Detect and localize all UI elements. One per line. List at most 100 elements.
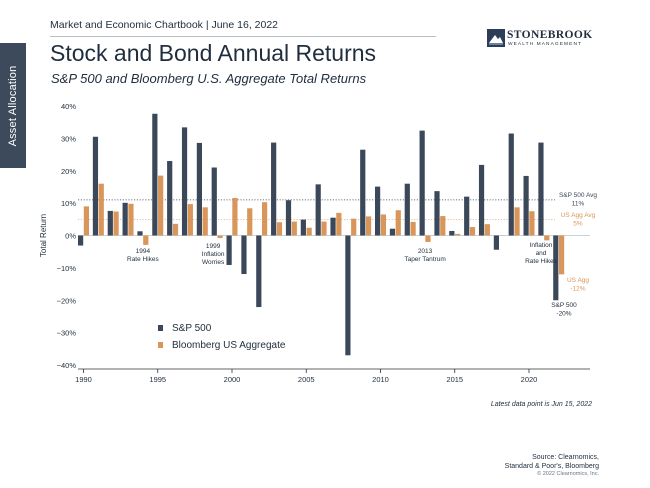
agg-bar — [232, 197, 238, 236]
header-divider — [50, 36, 436, 37]
page-title: Stock and Bond Annual Returns — [50, 40, 377, 66]
y-tick-label: −40% — [57, 361, 77, 370]
sp500-bar — [404, 183, 410, 236]
y-tick-label: 40% — [61, 102, 76, 111]
sp500-bar — [92, 136, 99, 236]
agg-bar — [158, 175, 164, 236]
agg-bar — [113, 211, 119, 236]
sp500-bar — [271, 142, 277, 236]
agg-bar — [469, 227, 476, 236]
average-label-line: 5% — [573, 221, 583, 228]
page-subtitle: S&P 500 and Bloomberg U.S. Aggregate Tot… — [51, 71, 367, 86]
agg-bar — [484, 224, 490, 236]
y-tick-label: −20% — [57, 296, 77, 305]
agg-bar — [143, 235, 149, 245]
x-tick-label: 2000 — [224, 375, 241, 384]
sp500-bar — [196, 142, 202, 236]
source-line: Source: Clearnomics, — [532, 454, 599, 461]
section-tab: Asset Allocation — [0, 43, 26, 168]
y-tick-label: 0% — [65, 232, 76, 241]
y-tick-label: 10% — [61, 199, 76, 208]
agg-bar — [321, 221, 327, 236]
agg-bar — [262, 202, 268, 236]
sp500-bar — [449, 230, 455, 236]
agg-bar — [172, 223, 179, 236]
sp500-bar — [345, 235, 351, 356]
agg-bar — [276, 222, 283, 236]
event-annotation: Inflation and Rate Hikes — [525, 242, 558, 265]
average-label-line: US Agg Avg — [561, 212, 596, 219]
sp500-bar — [508, 133, 514, 236]
event-annotation-line: 1994 — [136, 248, 151, 255]
end-value-label: US Agg -12% — [567, 277, 589, 293]
y-tick-label: 30% — [61, 134, 76, 143]
agg-bar — [217, 235, 223, 239]
sp500-bar — [523, 175, 529, 236]
source-note: Source: Clearnomics, Standard & Poor's, … — [470, 453, 599, 471]
average-label-line: S&P 500 Avg — [559, 192, 597, 199]
sp500-bar — [538, 142, 544, 236]
average-label: US Agg Avg 5% — [561, 212, 596, 228]
event-annotation: 1999 Inflation Worries — [202, 243, 225, 266]
event-annotation-line: Inflation — [202, 251, 225, 258]
copyright-note: © 2022 Clearnomics, Inc. — [537, 471, 599, 477]
stonebrook-logo-icon — [487, 29, 505, 47]
agg-bar — [247, 208, 253, 236]
sp500-bar — [78, 235, 84, 246]
agg-bar — [559, 235, 565, 275]
agg-bar — [529, 211, 535, 236]
latest-data-note: Latest data point is Jun 15, 2022 — [490, 401, 592, 408]
average-label-line: 11% — [572, 201, 585, 208]
x-tick-label: 2015 — [446, 375, 463, 384]
y-tick-label: 20% — [61, 167, 76, 176]
legend-label: Bloomberg US Aggregate — [172, 340, 286, 351]
event-annotation-line: Inflation — [530, 242, 553, 249]
agg-bar — [98, 183, 104, 236]
sp500-bar — [181, 127, 188, 236]
logo-tagline: WEALTH MANAGEMENT — [508, 42, 583, 47]
agg-bar — [306, 227, 312, 236]
x-tick-label: 2010 — [372, 375, 389, 384]
y-tick-label: −10% — [57, 264, 77, 273]
agg-bar — [380, 214, 386, 236]
sp500-bar — [300, 219, 306, 236]
event-annotation-line: Taper Tantrum — [404, 256, 445, 263]
sp500-bar — [478, 164, 485, 236]
sp500-bar — [137, 231, 143, 236]
agg-bar — [440, 216, 446, 236]
chartbook-header: Market and Economic Chartbook | June 16,… — [50, 19, 279, 31]
sp500-bar — [434, 191, 440, 236]
sp500-bar — [389, 228, 396, 236]
sp500-bar — [330, 217, 336, 236]
agg-bar — [425, 235, 431, 242]
agg-bar — [336, 212, 342, 236]
y-axis-title: Total Return — [39, 214, 48, 257]
sp500-bar — [107, 210, 113, 236]
event-annotation: 1994 Rate Hikes — [127, 248, 160, 263]
legend-label: S&P 500 — [172, 323, 212, 334]
event-annotation-line: Rate Hikes — [127, 256, 160, 263]
sp500-bar — [315, 184, 321, 236]
legend-swatch — [158, 325, 163, 331]
sp500-bar — [285, 200, 292, 236]
agg-bar — [291, 221, 297, 236]
event-annotation-line: 2013 — [418, 248, 433, 255]
agg-bar — [351, 218, 357, 236]
legend-swatch — [158, 342, 163, 348]
agg-bar — [514, 207, 520, 236]
agg-bar — [410, 221, 416, 236]
sp500-bar — [226, 235, 232, 265]
end-value-label: S&P 500 -20% — [551, 302, 577, 318]
end-value-label-line: US Agg — [567, 277, 589, 284]
average-label: S&P 500 Avg 11% — [559, 192, 597, 208]
agg-bar — [202, 207, 208, 236]
x-tick-label: 2020 — [521, 375, 538, 384]
sp500-bar — [241, 235, 247, 275]
x-tick-label: 1995 — [149, 375, 166, 384]
sp500-bar — [152, 113, 158, 236]
company-logo: STONEBROOK WEALTH MANAGEMENT — [487, 27, 607, 51]
end-value-label-line: S&P 500 — [551, 302, 577, 309]
x-tick-label: 1990 — [75, 375, 92, 384]
agg-bar — [455, 233, 461, 236]
